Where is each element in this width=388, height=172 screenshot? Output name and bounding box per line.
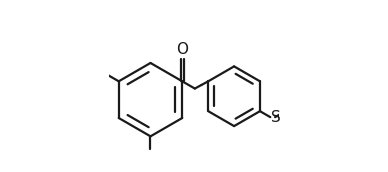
Text: O: O — [176, 42, 188, 57]
Text: S: S — [271, 110, 281, 125]
